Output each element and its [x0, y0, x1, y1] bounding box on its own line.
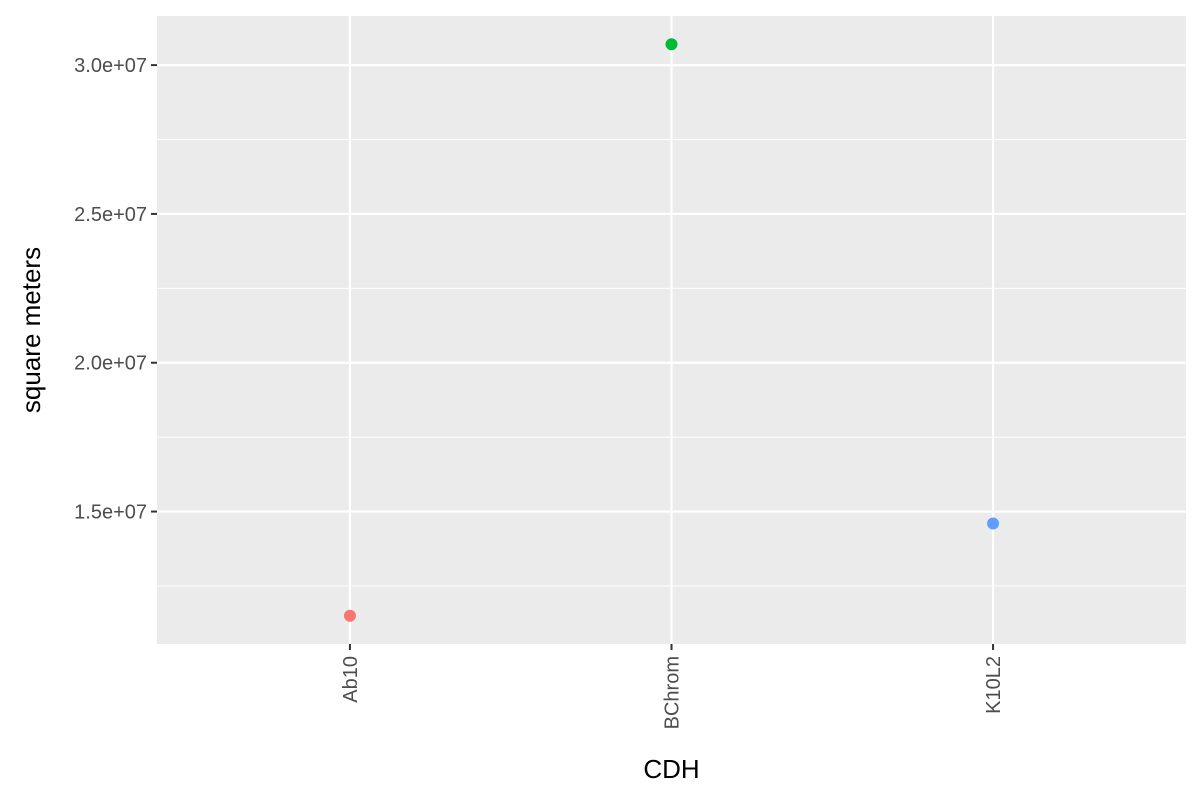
data-point — [343, 609, 356, 622]
y-tick-label: 3.0e+07 — [74, 55, 147, 77]
y-axis: 1.5e+07 2.0e+07 2.5e+07 3.0e+07 — [74, 55, 157, 524]
x-tick-label: BChrom — [662, 656, 684, 729]
data-point — [665, 38, 678, 51]
x-tick-label: K10L2 — [983, 656, 1005, 714]
data-points — [343, 38, 1000, 622]
major-gridlines — [157, 16, 1186, 644]
y-tick-label: 2.5e+07 — [74, 204, 147, 226]
data-point — [987, 517, 1000, 530]
y-tick-label: 2.0e+07 — [74, 353, 147, 375]
y-axis-title: square meters — [16, 247, 46, 413]
x-axis-title: CDH — [643, 754, 699, 784]
x-tick-label: Ab10 — [340, 656, 362, 703]
y-tick-label: 1.5e+07 — [74, 502, 147, 524]
x-axis: Ab10 BChrom K10L2 — [340, 644, 1005, 729]
